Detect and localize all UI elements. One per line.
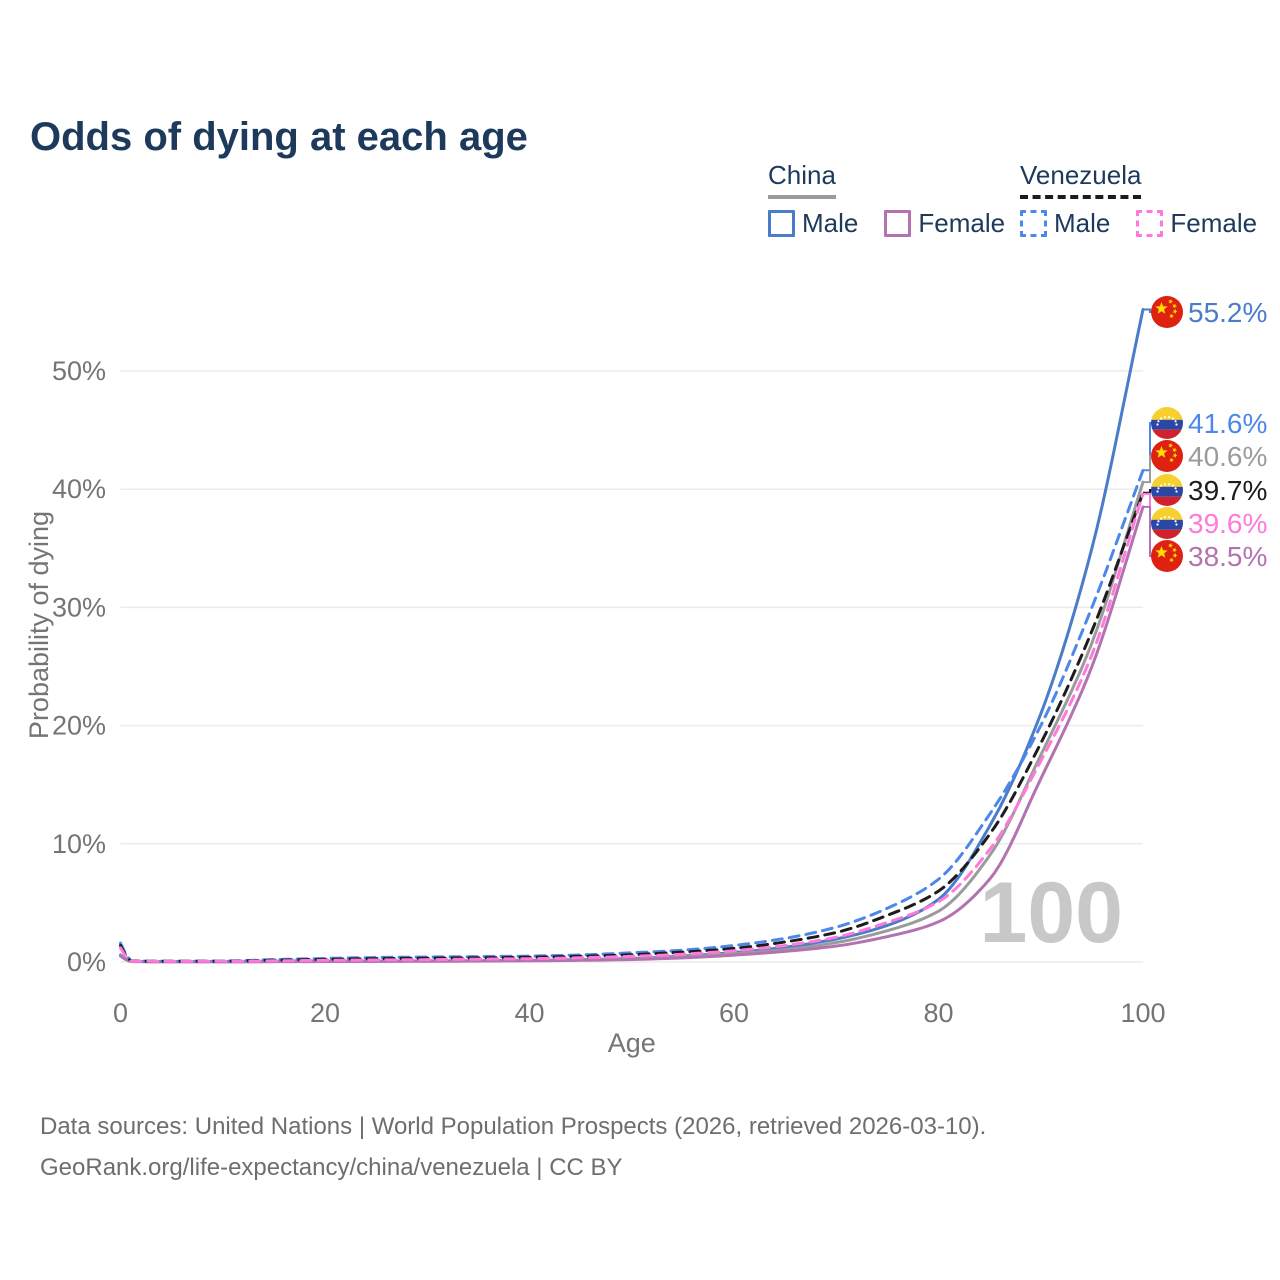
star-glyph xyxy=(1168,299,1174,304)
legend-item-china-male[interactable]: Male xyxy=(768,208,858,239)
star-glyph xyxy=(1168,543,1174,548)
venezuela-female-swatch-icon xyxy=(1136,210,1164,237)
star-glyph xyxy=(1172,447,1178,453)
legend-group-venezuela: Venezuela Male Female xyxy=(1020,160,1257,239)
end-value-label-venezuela-male: 41.6% xyxy=(1188,408,1267,439)
footer-line2: GeoRank.org/life-expectancy/china/venezu… xyxy=(40,1154,623,1181)
x-tick-0: 0 xyxy=(113,998,128,1028)
legend-item-china-female[interactable]: Female xyxy=(884,208,1005,239)
star-glyph xyxy=(1172,553,1178,558)
star-glyph xyxy=(1172,303,1178,309)
venezuela-flag-icon xyxy=(1151,474,1183,506)
x-axis-title: Age xyxy=(608,1028,656,1058)
china-flag-icon xyxy=(1151,296,1183,328)
y-tick-20%: 20% xyxy=(52,711,106,741)
x-tick-20: 20 xyxy=(310,998,340,1028)
star-glyph xyxy=(1169,557,1175,563)
x-tick-80: 80 xyxy=(923,998,953,1028)
y-tick-0%: 0% xyxy=(67,947,106,977)
hover-age-watermark: 100 xyxy=(980,865,1124,961)
venezuela-flag-icon xyxy=(1151,507,1183,539)
y-tick-50%: 50% xyxy=(52,356,106,386)
star-glyph xyxy=(1155,302,1168,314)
legend-item-venezuela-female[interactable]: Female xyxy=(1136,208,1257,239)
star-glyph xyxy=(1172,547,1178,553)
star-glyph xyxy=(1172,453,1178,458)
venezuela-male-swatch-icon xyxy=(1020,210,1047,237)
china-flag-icon xyxy=(1151,440,1183,472)
series-line-china-male[interactable] xyxy=(119,308,1145,964)
end-value-label-china-both: 40.6% xyxy=(1188,441,1267,472)
series-line-venezuela-female[interactable] xyxy=(119,492,1145,963)
star-glyph xyxy=(1155,446,1168,458)
y-axis-title: Probability of dying xyxy=(24,511,54,739)
data-sources-footer: Data sources: United Nations | World Pop… xyxy=(40,1106,986,1188)
footer-line1: Data sources: United Nations | World Pop… xyxy=(40,1113,987,1140)
star-glyph xyxy=(1169,313,1175,319)
legend-label-china-male: Male xyxy=(802,208,859,238)
venezuela-flag-icon xyxy=(1151,407,1183,439)
page-title: Odds of dying at each age xyxy=(30,114,528,159)
china-male-swatch-icon xyxy=(768,210,795,237)
y-tick-30%: 30% xyxy=(52,592,106,622)
china-flag-icon xyxy=(1151,540,1183,572)
y-tick-10%: 10% xyxy=(52,829,106,859)
legend-label-venezuela-male: Male xyxy=(1054,208,1111,238)
legend-country-china: China xyxy=(768,160,836,199)
x-tick-100: 100 xyxy=(1120,998,1165,1028)
x-tick-40: 40 xyxy=(514,998,544,1028)
star-glyph xyxy=(1172,309,1178,314)
star-glyph xyxy=(1169,457,1175,463)
legend-label-china-female: Female xyxy=(918,208,1006,238)
star-glyph xyxy=(1168,443,1174,448)
end-value-label-china-male: 55.2% xyxy=(1188,297,1267,328)
end-value-label-venezuela-female: 39.6% xyxy=(1188,508,1267,539)
legend-group-china: China Male Female xyxy=(768,160,1005,239)
legend-label-venezuela-female: Female xyxy=(1170,208,1258,238)
legend-country-venezuela: Venezuela xyxy=(1020,160,1142,199)
legend-item-venezuela-male[interactable]: Male xyxy=(1020,208,1110,239)
y-tick-40%: 40% xyxy=(52,474,106,504)
china-female-swatch-icon xyxy=(884,210,912,237)
star-glyph xyxy=(1155,546,1168,558)
end-value-label-china-female: 38.5% xyxy=(1188,541,1267,572)
x-tick-60: 60 xyxy=(719,998,749,1028)
end-value-label-venezuela-both: 39.7% xyxy=(1188,475,1267,506)
